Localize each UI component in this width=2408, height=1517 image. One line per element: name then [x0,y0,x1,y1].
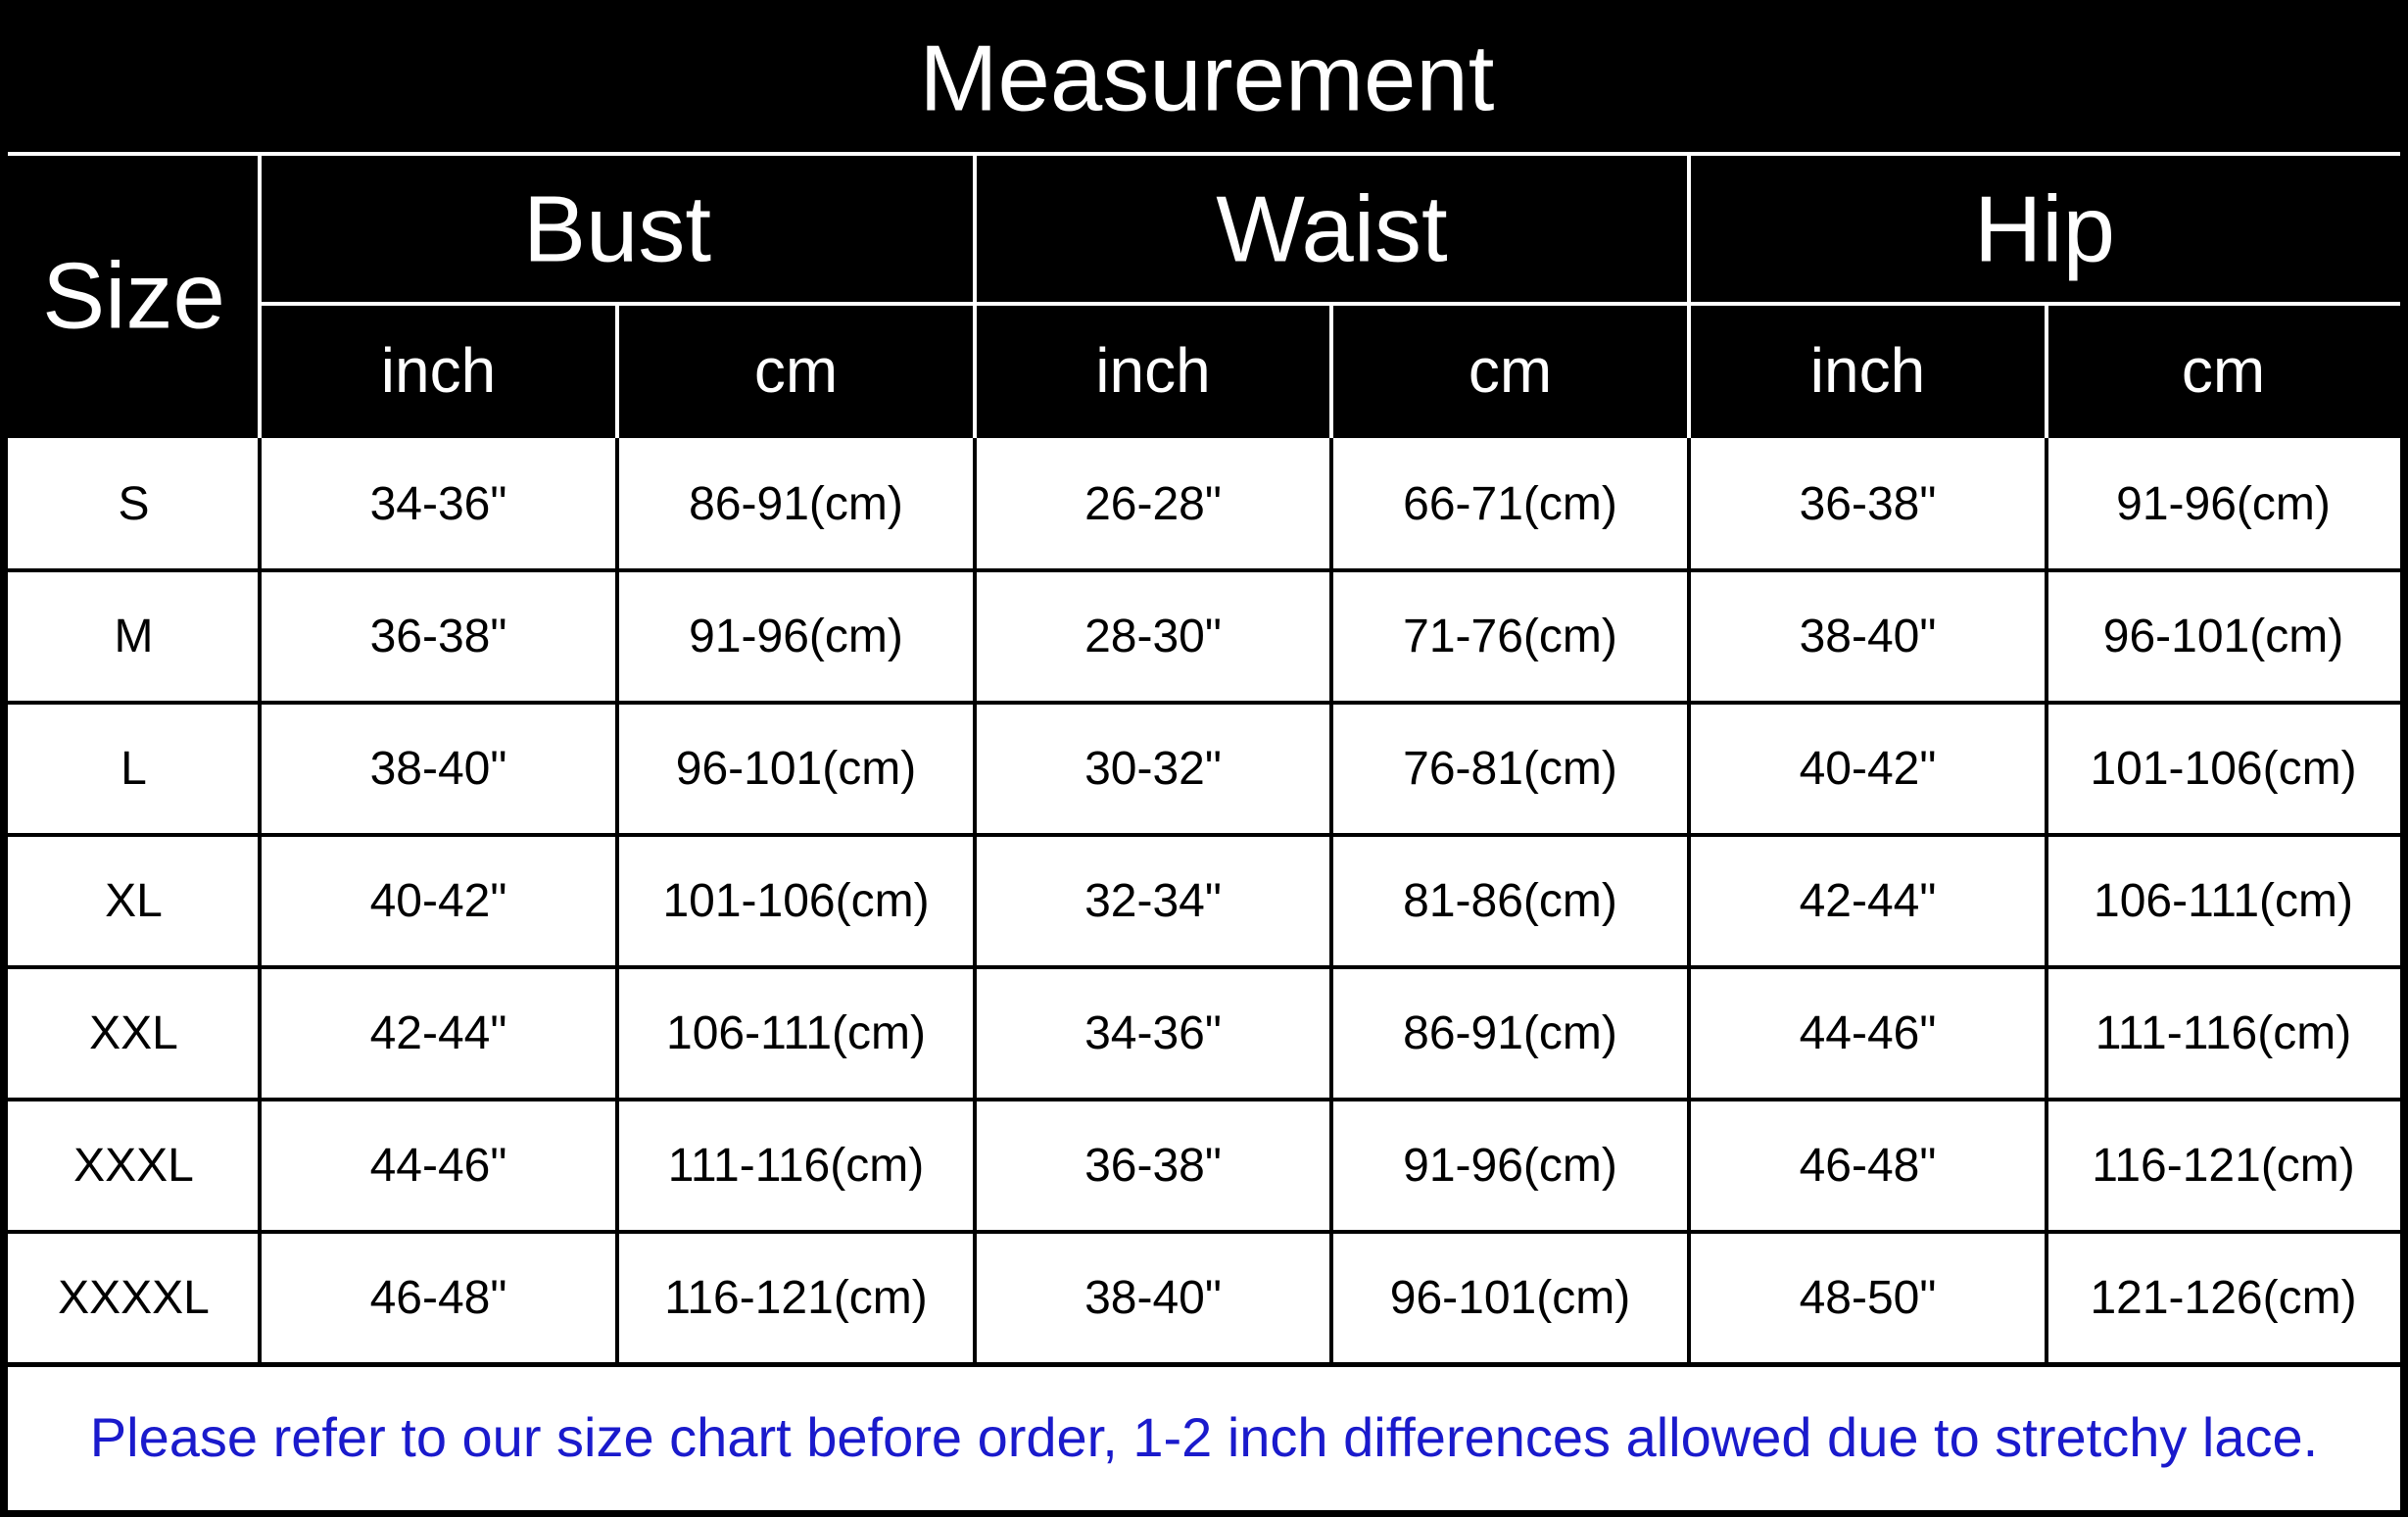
unit-header: cm [754,335,838,406]
table-cell: 32-34" [1084,875,1222,927]
table-cell: XXL [89,1007,178,1059]
table-cell: 38-40" [1800,611,1937,662]
table-cell: 76-81(cm) [1403,743,1617,795]
table-cell: 36-38" [1800,478,1937,530]
table-cell: 111-116(cm) [668,1140,924,1192]
table-cell: 44-46" [1800,1007,1937,1059]
table-cell: 96-101(cm) [1390,1272,1630,1324]
table-cell: 42-44" [370,1007,507,1059]
unit-header: cm [2182,335,2265,406]
size-header: Size [42,244,225,349]
table-cell: 96-101(cm) [2103,611,2343,662]
table-cell: 38-40" [1084,1272,1222,1324]
table-cell: 86-91(cm) [1403,1007,1617,1059]
table-cell: 42-44" [1800,875,1937,927]
table-cell: 106-111(cm) [2094,875,2353,927]
table-cell: 101-106(cm) [2090,743,2356,795]
table-cell: XXXL [73,1140,194,1192]
table-cell: S [118,478,149,530]
table-cell: 40-42" [370,875,507,927]
table-cell: 40-42" [1800,743,1937,795]
table-cell: 36-38" [1084,1140,1222,1192]
unit-header: cm [1469,335,1552,406]
table-cell: 71-76(cm) [1403,611,1617,662]
unit-header: inch [1095,335,1210,406]
table-cell: 26-28" [1084,478,1222,530]
footer-note: Please refer to our size chart before or… [90,1406,2318,1468]
footer-box [8,1367,2400,1510]
table-cell: XL [105,875,163,927]
unit-header: inch [381,335,496,406]
table-cell: 111-116(cm) [2095,1007,2351,1059]
table-cell: 86-91(cm) [689,478,903,530]
unit-header: inch [1810,335,1925,406]
table-body [8,438,2400,1364]
table-cell: M [115,611,154,662]
table-cell: 91-96(cm) [2116,478,2331,530]
group-header: Hip [1974,177,2115,282]
table-cell: 116-121(cm) [664,1272,928,1324]
table-cell: 30-32" [1084,743,1222,795]
table-cell: L [120,743,147,795]
table-cell: 48-50" [1800,1272,1937,1324]
table-cell: 106-111(cm) [666,1007,926,1059]
group-header: Bust [523,177,711,282]
table-cell: 66-71(cm) [1403,478,1617,530]
table-cell: XXXXL [58,1272,210,1324]
table-cell: 91-96(cm) [689,611,903,662]
group-header: Waist [1216,177,1447,282]
table-cell: 121-126(cm) [2090,1272,2356,1324]
title: Measurement [920,26,1495,131]
table-cell: 38-40" [370,743,507,795]
table-cell: 36-38" [370,611,507,662]
table-cell: 46-48" [370,1272,507,1324]
table-cell: 91-96(cm) [1403,1140,1617,1192]
table-cell: 34-36" [370,478,507,530]
table-cell: 46-48" [1800,1140,1937,1192]
table-cell: 116-121(cm) [2092,1140,2355,1192]
table-cell: 101-106(cm) [662,875,929,927]
table-cell: 96-101(cm) [676,743,916,795]
table-cell: 34-36" [1084,1007,1222,1059]
table-cell: 44-46" [370,1140,507,1192]
table-cell: 28-30" [1084,611,1222,662]
table-cell: 81-86(cm) [1403,875,1617,927]
